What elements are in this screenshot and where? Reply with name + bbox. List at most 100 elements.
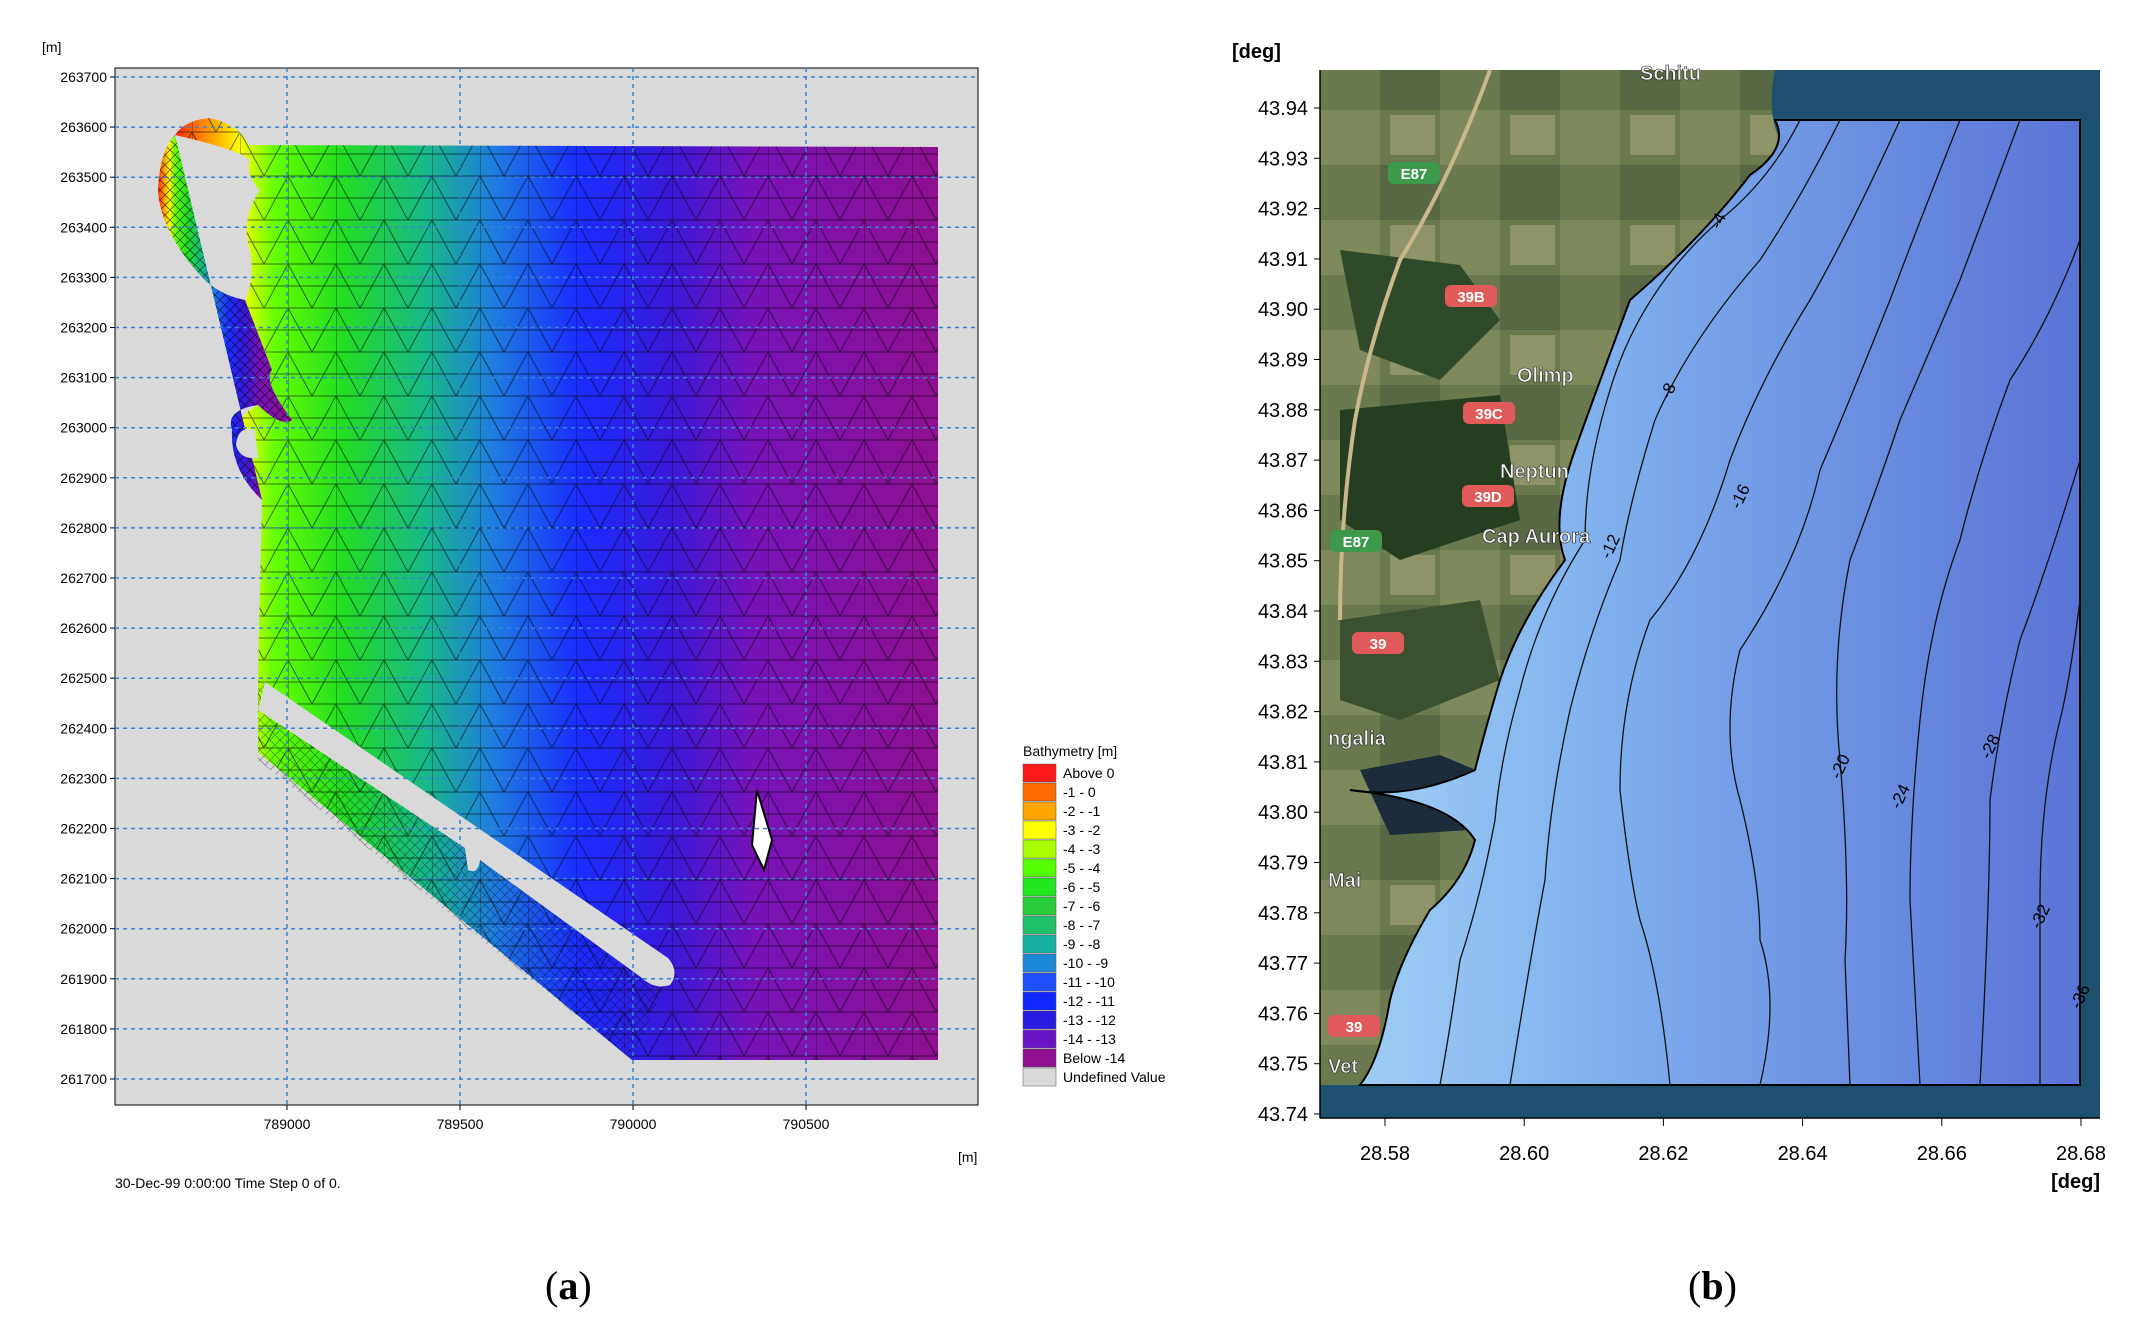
depth-contour (1909, 239, 2081, 1086)
y-tick-label: 263300 (60, 269, 107, 285)
y-tick-label: 262700 (60, 570, 107, 586)
y-tick-label: 262600 (60, 620, 107, 636)
contour-label: -4 (1706, 210, 1730, 232)
y-tick-label: 43.80 (1258, 802, 1308, 824)
legend-label: -11 - -10 (1063, 974, 1115, 990)
legend-swatch (1022, 1010, 1057, 1030)
depth-contour (1836, 119, 2021, 1086)
legend-swatch (1022, 801, 1057, 821)
depth-contour (1509, 119, 1841, 1086)
legend-swatch (1022, 1048, 1057, 1068)
legend-swatch (1022, 972, 1057, 992)
y-tick-label: 43.89 (1258, 350, 1308, 372)
y-tick-label: 261900 (60, 971, 107, 987)
legend-label: -2 - -1 (1063, 803, 1101, 819)
road-label: 39B (1457, 289, 1485, 306)
legend-swatch (1022, 934, 1057, 954)
legend-label: -14 - -13 (1063, 1031, 1116, 1047)
caption-a: (a) (545, 1263, 592, 1308)
sea-area (1349, 119, 2081, 1086)
y-tick-label: 263500 (60, 169, 107, 185)
place-label: Cap Aurora (1482, 526, 1591, 548)
y-tick-label: 43.81 (1258, 752, 1308, 774)
y-tick-label: 43.79 (1258, 853, 1308, 875)
legend-label: -12 - -11 (1063, 993, 1115, 1009)
depth-contour (1619, 119, 1901, 1086)
y-tick-label: 261700 (60, 1071, 107, 1087)
y-tick-label: 43.92 (1258, 199, 1308, 221)
caption-b: (b) (1688, 1263, 1737, 1308)
x-tick-label: 790000 (610, 1116, 657, 1132)
y-tick-label: 43.85 (1258, 551, 1308, 573)
legend-label: -8 - -7 (1063, 917, 1101, 933)
legend-swatch (1022, 839, 1057, 859)
road-badge (1328, 1015, 1380, 1037)
legend-swatch (1022, 915, 1057, 935)
legend-swatch (1022, 820, 1057, 840)
road-label: 39 (1370, 636, 1387, 653)
panel-a-bathymetry-mesh: 263700 263600 263500 263400 263300 263200 2631… (42, 39, 1166, 1191)
x-tick-label: 28.60 (1499, 1143, 1549, 1165)
forest-patch (1340, 250, 1500, 380)
y-tick-label: 43.78 (1258, 903, 1308, 925)
x-tick-label: 28.66 (1917, 1143, 1967, 1165)
headland-fine-mesh (158, 135, 292, 500)
legend-label: -6 - -5 (1063, 879, 1101, 895)
y-tick-label: 263000 (60, 420, 107, 436)
legend-label: -10 - -9 (1063, 955, 1108, 971)
y-tick-label: 43.91 (1258, 249, 1308, 271)
legend-swatch (1022, 877, 1057, 897)
legend-label: -9 - -8 (1063, 936, 1101, 952)
road-label: E87 (1343, 534, 1370, 551)
road (1338, 69, 1492, 621)
y-tick-label: 43.75 (1258, 1054, 1308, 1076)
road-badge (1388, 162, 1440, 184)
legend-label: -7 - -6 (1063, 898, 1101, 914)
x-axis-unit: [deg] (2051, 1171, 2100, 1193)
legend-label: Undefined Value (1063, 1069, 1166, 1085)
x-tick-label: 790500 (783, 1116, 830, 1132)
y-tick-label: 43.74 (1258, 1104, 1308, 1126)
road-label: E87 (1401, 166, 1428, 183)
timestamp: 30-Dec-99 0:00:00 Time Step 0 of 0. (115, 1175, 341, 1191)
legend-label: -13 - -12 (1063, 1012, 1116, 1028)
y-tick-label: 43.76 (1258, 1003, 1308, 1025)
legend-swatch (1022, 858, 1057, 878)
road-label: 39C (1475, 406, 1503, 423)
panel-b-satellite-contour-map: -4-8-12-16-20-24-28-32-36SchituOlimpNept… (1232, 41, 2106, 1193)
y-tick-label: 43.90 (1258, 299, 1308, 321)
y-tick-label: 261800 (60, 1021, 107, 1037)
legend-label: Above 0 (1063, 765, 1115, 781)
y-axis-unit: [m] (42, 39, 61, 55)
road-badge (1463, 402, 1515, 424)
y-tick-label: 262900 (60, 470, 107, 486)
y-tick-label: 43.84 (1258, 601, 1308, 623)
x-tick-label: 28.68 (2056, 1143, 2106, 1165)
y-tick-label: 262200 (60, 821, 107, 837)
x-tick-label: 28.62 (1638, 1143, 1688, 1165)
x-tick-label: 789500 (437, 1116, 484, 1132)
legend-swatch (1022, 991, 1057, 1011)
x-axis-unit: [m] (958, 1149, 977, 1165)
road-label: 39 (1346, 1019, 1363, 1036)
y-tick-label: 262500 (60, 670, 107, 686)
north-arrow (750, 789, 774, 873)
legend-swatch (1022, 953, 1057, 973)
y-tick-label: 43.83 (1258, 651, 1308, 673)
place-label: Neptun (1500, 461, 1569, 483)
y-tick-label: 43.93 (1258, 148, 1308, 170)
legend-label: -4 - -3 (1063, 841, 1101, 857)
y-tick-label: 43.87 (1258, 450, 1308, 472)
legend-swatch (1022, 782, 1057, 802)
y-tick-label: 262300 (60, 770, 107, 786)
y-tick-label: 43.88 (1258, 400, 1308, 422)
road-badge (1462, 485, 1514, 507)
legend-title: Bathymetry [m] (1023, 743, 1117, 759)
y-tick-label: 263400 (60, 219, 107, 235)
y-tick-label: 43.77 (1258, 953, 1308, 975)
road-label: 39D (1474, 489, 1502, 506)
depth-contour (1979, 459, 2081, 1086)
place-label: Olimp (1517, 365, 1574, 387)
y-tick-label: 263600 (60, 119, 107, 135)
